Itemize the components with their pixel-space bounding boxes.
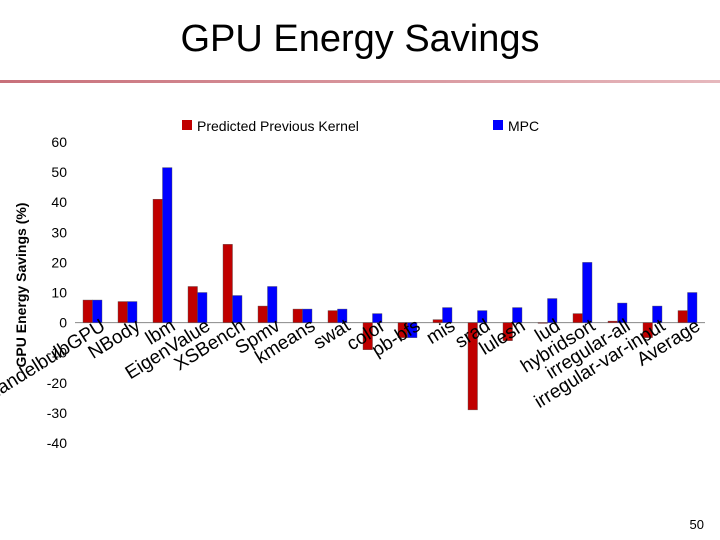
bars bbox=[82, 167, 698, 411]
y-tick-label: 0 bbox=[59, 315, 67, 331]
bar-mpc-9 bbox=[407, 322, 418, 338]
bar-mpc-15 bbox=[617, 302, 628, 323]
bar-predicted-3 bbox=[187, 286, 198, 323]
y-tick-label: -30 bbox=[47, 405, 67, 421]
slide-title: GPU Energy Savings bbox=[180, 18, 540, 60]
bar-mpc-4 bbox=[232, 295, 243, 323]
bar-mpc-13 bbox=[547, 298, 558, 323]
bar-predicted-8 bbox=[362, 322, 373, 350]
bar-mpc-17 bbox=[687, 292, 698, 323]
bar-mpc-3 bbox=[197, 292, 208, 323]
bar-predicted-16 bbox=[642, 322, 653, 338]
y-tick-label: 10 bbox=[51, 285, 67, 301]
bar-predicted-4 bbox=[222, 244, 233, 323]
y-axis-label: GPU Energy Savings (%) bbox=[13, 203, 29, 368]
y-tick-label: 20 bbox=[51, 254, 67, 270]
category-label: mis bbox=[423, 315, 459, 348]
bar-predicted-12 bbox=[502, 322, 513, 341]
bar-mpc-11 bbox=[477, 310, 488, 323]
legend: Predicted Previous Kernel MPC bbox=[182, 118, 539, 134]
legend-label-1: MPC bbox=[508, 118, 539, 134]
legend-label-0: Predicted Previous Kernel bbox=[197, 118, 359, 134]
y-tick-label: 30 bbox=[51, 224, 67, 240]
y-tick-label: 40 bbox=[51, 194, 67, 210]
bar-mpc-1 bbox=[127, 301, 138, 323]
y-tick-label: 60 bbox=[51, 134, 67, 150]
bar-mpc-7 bbox=[337, 308, 348, 323]
page-number: 50 bbox=[689, 517, 704, 532]
bar-mpc-6 bbox=[302, 308, 313, 323]
bar-predicted-11 bbox=[467, 322, 478, 411]
y-ticks: -40 -30 -20 -10 0 10 20 30 40 50 60 bbox=[47, 134, 67, 451]
bar-mpc-8 bbox=[372, 313, 383, 323]
bar-mpc-2 bbox=[162, 167, 173, 323]
bar-mpc-5 bbox=[267, 286, 278, 323]
bar-predicted-2 bbox=[152, 198, 163, 323]
title-rule bbox=[0, 80, 720, 83]
y-tick-label: -40 bbox=[47, 435, 67, 451]
y-tick-label: -10 bbox=[47, 345, 67, 361]
bar-mpc-16 bbox=[652, 305, 663, 323]
y-tick-label: 50 bbox=[51, 164, 67, 180]
bar-predicted-13 bbox=[537, 322, 548, 324]
bar-mpc-14 bbox=[582, 262, 593, 323]
y-tick-label: -20 bbox=[47, 375, 67, 391]
bar-mpc-0 bbox=[92, 299, 103, 323]
bar-mpc-10 bbox=[442, 307, 453, 323]
category-labels: mandelbulbGPUNBodylbmEigenValueXSBenchSp… bbox=[0, 315, 704, 413]
legend-swatch-1 bbox=[493, 120, 503, 130]
legend-swatch-0 bbox=[182, 120, 192, 130]
bar-mpc-12 bbox=[512, 307, 523, 323]
